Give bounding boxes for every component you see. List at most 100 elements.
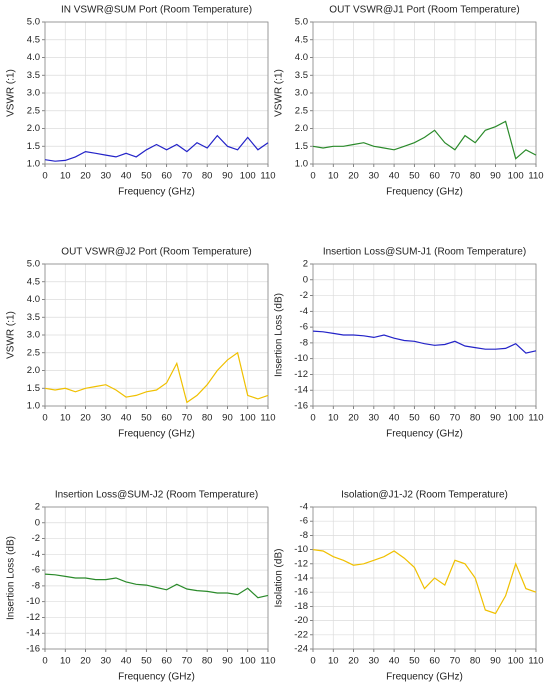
y-tick-label: -12: [294, 558, 308, 569]
y-tick-label: -14: [26, 628, 40, 639]
x-tick-label: 50: [409, 656, 420, 667]
y-tick-label: -8: [32, 580, 40, 591]
x-tick-label: 50: [409, 171, 420, 182]
y-tick-label: 2.5: [27, 105, 40, 116]
y-tick-label: 2: [303, 259, 308, 270]
plot-frame: [312, 263, 537, 407]
x-tick-label: 0: [310, 656, 315, 667]
chart-title: OUT VSWR@J2 Port (Room Temperature): [61, 247, 251, 258]
y-tick-label: -8: [300, 337, 308, 348]
data-line: [312, 549, 537, 615]
y-tick-label: 3.0: [27, 330, 40, 341]
y-tick-label: 5.0: [27, 259, 40, 270]
x-tick-label: 110: [528, 413, 543, 424]
x-tick-label: 100: [240, 171, 256, 182]
x-tick-label: 80: [202, 171, 213, 182]
x-tick-label: 0: [310, 413, 315, 424]
x-tick-label: 0: [42, 656, 47, 667]
y-axis-label: VSWR (:1): [274, 69, 285, 117]
x-tick-label: 30: [101, 413, 112, 424]
y-tick-label: 4.0: [295, 52, 308, 63]
x-tick-label: 60: [429, 413, 440, 424]
x-tick-label: 70: [182, 413, 193, 424]
x-axis-label: Frequency (GHz): [118, 672, 195, 683]
x-tick-label: 90: [222, 656, 233, 667]
y-tick-label: 4.5: [295, 34, 308, 45]
y-tick-label: 2.5: [27, 347, 40, 358]
x-axis-label: Frequency (GHz): [118, 429, 195, 440]
y-axis-label: VSWR (:1): [6, 69, 17, 117]
x-tick-label: 110: [528, 171, 543, 182]
x-tick-label: 0: [310, 171, 315, 182]
y-axis-label: Insertion Loss (dB): [6, 536, 17, 620]
x-tick-label: 40: [121, 656, 132, 667]
y-tick-label: -22: [294, 629, 308, 640]
x-tick-label: 80: [202, 413, 213, 424]
x-tick-label: 90: [490, 413, 501, 424]
y-tick-label: -10: [294, 353, 308, 364]
x-tick-label: 110: [260, 656, 275, 667]
data-line: [312, 330, 537, 354]
x-tick-label: 60: [161, 171, 172, 182]
x-tick-label: 80: [202, 656, 213, 667]
y-tick-label: 1.5: [27, 141, 40, 152]
y-tick-label: -18: [294, 601, 308, 612]
y-tick-label: -16: [294, 587, 308, 598]
y-tick-label: 2.5: [295, 105, 308, 116]
y-tick-label: 0: [35, 517, 40, 528]
x-tick-label: 0: [42, 171, 47, 182]
y-tick-label: 4.5: [27, 276, 40, 287]
y-tick-label: 1.5: [295, 141, 308, 152]
x-tick-label: 80: [470, 656, 481, 667]
x-tick-label: 50: [141, 171, 152, 182]
x-axis-label: Frequency (GHz): [386, 429, 463, 440]
x-tick-label: 20: [348, 413, 359, 424]
x-tick-label: 100: [240, 413, 256, 424]
x-tick-label: 70: [450, 413, 461, 424]
chart-title: Insertion Loss@SUM-J1 (Room Temperature): [323, 247, 526, 258]
x-tick-label: 40: [121, 171, 132, 182]
x-tick-label: 10: [60, 656, 71, 667]
y-tick-label: 3.0: [27, 88, 40, 99]
y-tick-label: 3.5: [27, 312, 40, 323]
y-tick-label: 0: [303, 274, 308, 285]
data-line: [312, 120, 537, 160]
plot-frame: [44, 506, 269, 650]
chart-title: Isolation@J1-J2 (Room Temperature): [341, 490, 508, 501]
data-line: [44, 134, 269, 162]
x-tick-label: 30: [101, 656, 112, 667]
x-tick-label: 60: [429, 171, 440, 182]
x-axis-label: Frequency (GHz): [118, 187, 195, 198]
x-tick-label: 100: [508, 171, 524, 182]
y-tick-label: -10: [294, 544, 308, 555]
x-tick-label: 30: [369, 171, 380, 182]
x-tick-label: 90: [222, 171, 233, 182]
x-tick-label: 10: [60, 171, 71, 182]
y-tick-label: -16: [26, 644, 40, 655]
y-tick-label: -2: [32, 533, 40, 544]
x-tick-label: 40: [389, 413, 400, 424]
x-tick-label: 110: [528, 656, 543, 667]
x-tick-label: 70: [182, 171, 193, 182]
y-tick-label: 1.0: [295, 159, 308, 170]
y-axis-label: Isolation (dB): [274, 549, 285, 608]
y-tick-label: -24: [294, 644, 308, 655]
y-tick-label: 2: [35, 502, 40, 513]
x-tick-label: 10: [328, 171, 339, 182]
y-axis-label: Insertion Loss (dB): [274, 293, 285, 377]
x-tick-label: 30: [369, 656, 380, 667]
plot-frame: [44, 263, 269, 407]
x-axis-label: Frequency (GHz): [386, 187, 463, 198]
y-tick-label: 1.5: [27, 383, 40, 394]
y-tick-label: -12: [294, 369, 308, 380]
plot-frame: [312, 21, 537, 165]
y-tick-label: 5.0: [27, 17, 40, 28]
x-tick-label: 70: [182, 656, 193, 667]
chart-title: OUT VSWR@J1 Port (Room Temperature): [329, 5, 519, 16]
x-tick-label: 80: [470, 413, 481, 424]
data-line: [44, 351, 269, 404]
x-tick-label: 40: [389, 171, 400, 182]
y-tick-label: 3.0: [295, 88, 308, 99]
y-tick-label: 3.5: [27, 70, 40, 81]
